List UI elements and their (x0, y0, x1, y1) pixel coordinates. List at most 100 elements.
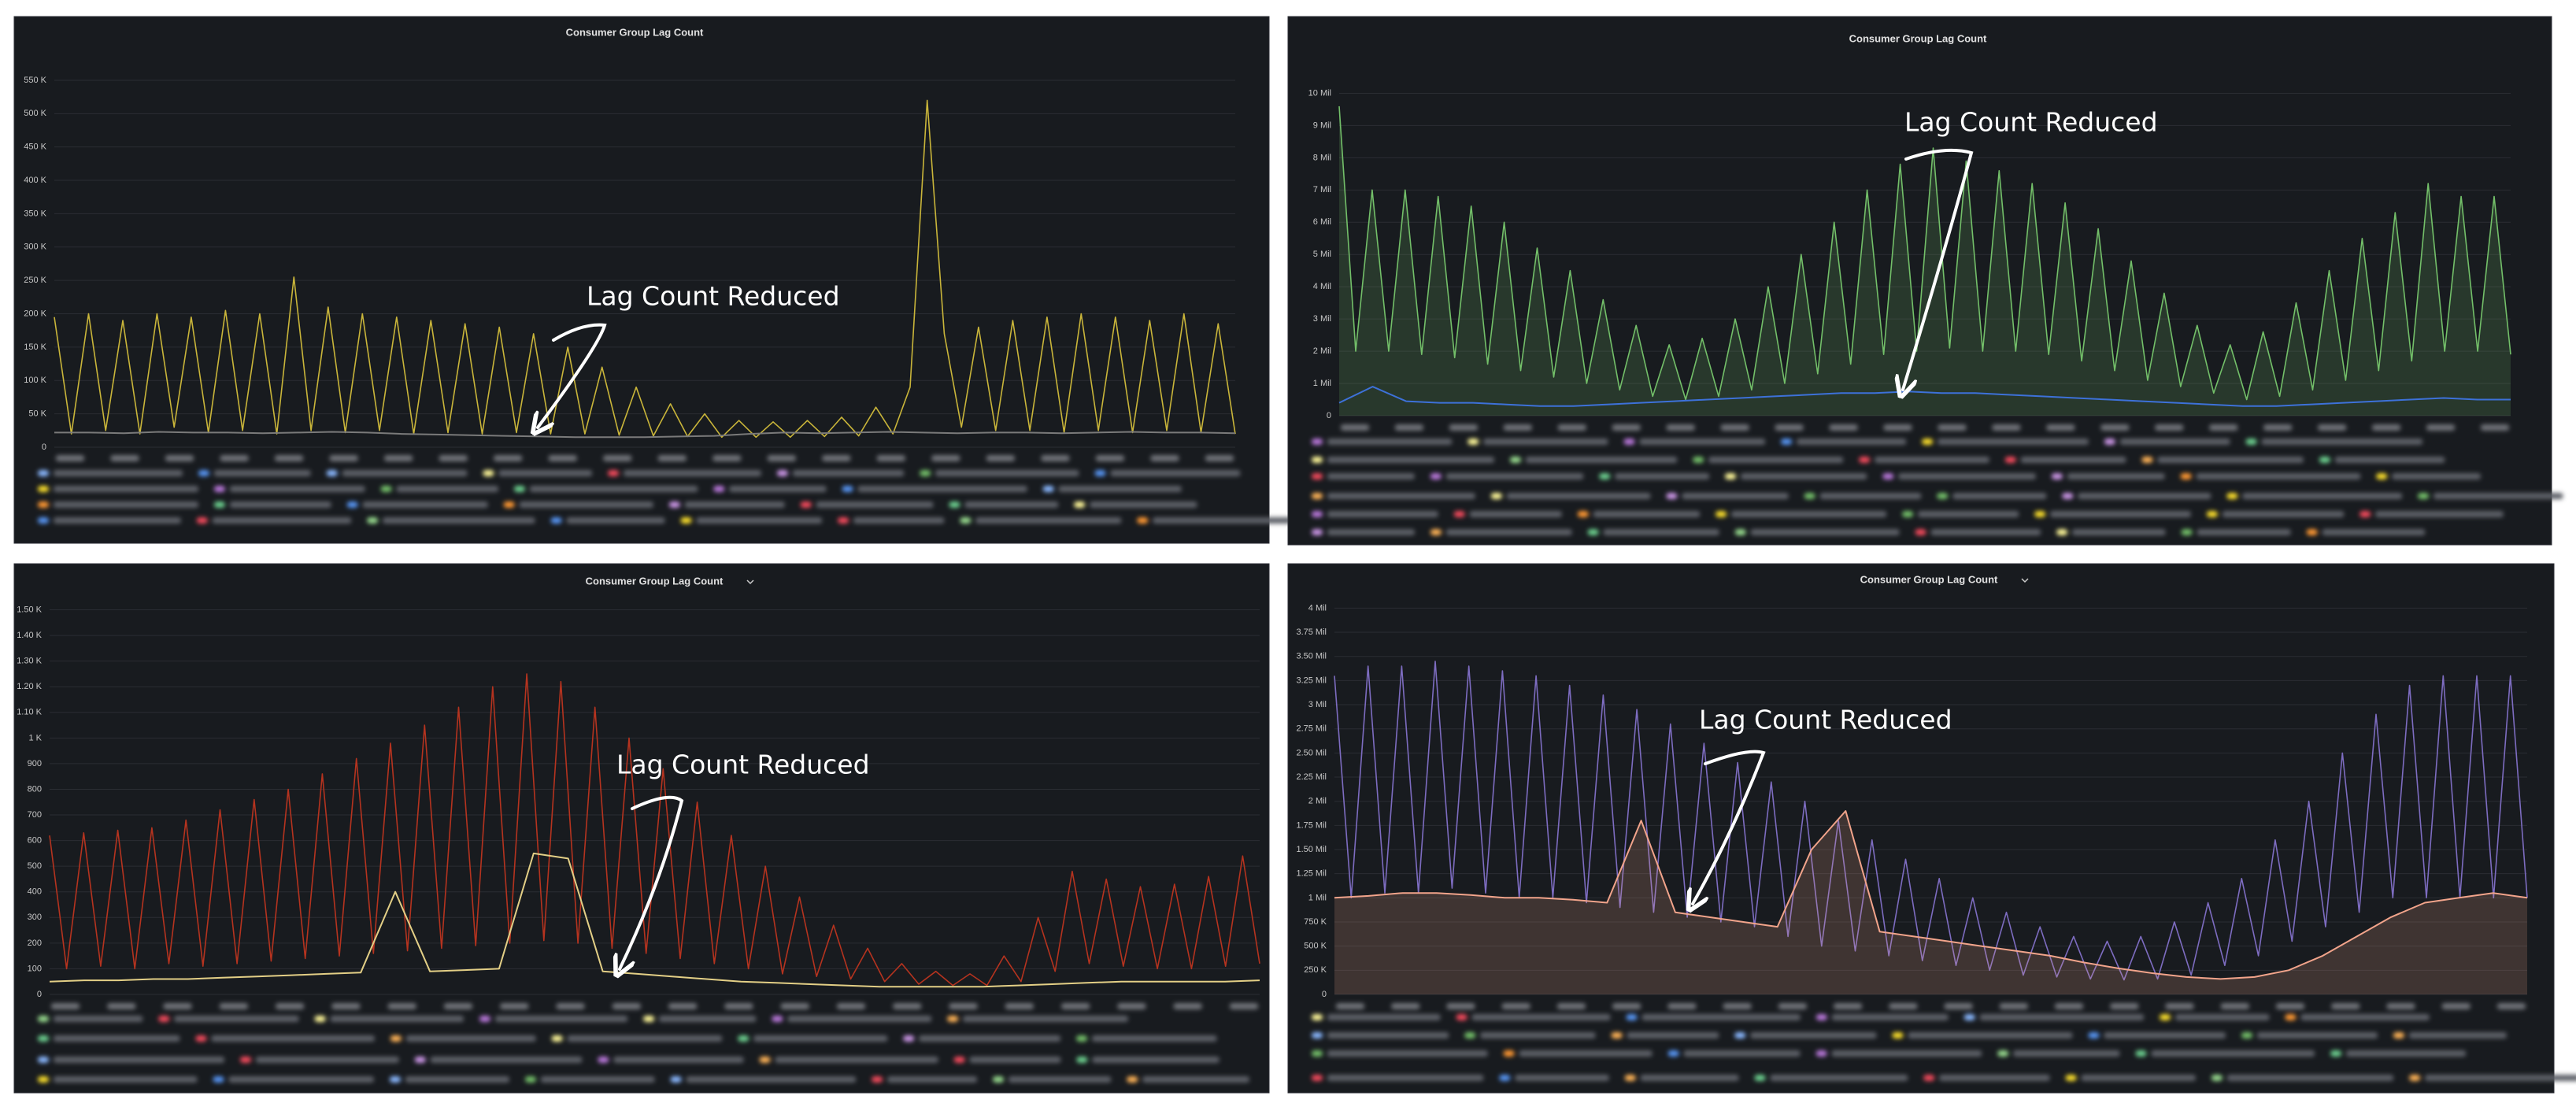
x-label-blur (1449, 424, 1478, 431)
legend-text-blur (498, 470, 593, 476)
legend-text-blur (2119, 439, 2230, 445)
y-tick-label: 800 (28, 784, 42, 794)
legend-swatch-blur (158, 1016, 170, 1022)
legend-swatch-blur (2359, 511, 2371, 517)
legend-swatch-blur (213, 1076, 224, 1083)
y-tick-label: 600 (28, 836, 42, 846)
legend-text-blur (1519, 1050, 1653, 1057)
y-tick-label: 2.75 Mil (1296, 724, 1327, 734)
x-label-blur (219, 1003, 248, 1009)
legend-swatch-blur (1623, 439, 1635, 445)
x-label-blur (1005, 1003, 1034, 1009)
legend-text-blur (613, 1057, 744, 1063)
legend-swatch-blur (1624, 1075, 1636, 1081)
x-label-blur (275, 455, 304, 461)
series-line (54, 99, 1236, 439)
legend-swatch-blur (1922, 439, 1934, 445)
legend-text-blur (1938, 439, 2089, 445)
legend-text-blur (2257, 1032, 2378, 1039)
legend-swatch-blur (1611, 1032, 1623, 1039)
legend-text-blur (566, 517, 665, 524)
panel-title: Consumer Group Lag Count (566, 26, 704, 38)
y-tick-label: 1 Mil (1308, 893, 1327, 902)
legend-text-blur (1930, 529, 2041, 535)
panel: Consumer Group Lag Count 0 100 200 300 400 500… (13, 563, 1270, 1094)
legend-text-blur (1831, 1050, 1982, 1057)
y-tick-label: 700 (28, 810, 42, 820)
legend-text-blur (1327, 511, 1438, 517)
legend-swatch-blur (680, 517, 692, 524)
legend-text-blur (2020, 457, 2126, 463)
y-tick-label: 3 Mil (1313, 314, 1331, 324)
legend-text-blur (1327, 1050, 1488, 1057)
legend-swatch-blur (1430, 473, 1442, 479)
legend-text-blur (54, 1076, 198, 1083)
x-label-blur (1336, 1003, 1364, 1009)
legend-text-blur (2013, 1050, 2120, 1057)
legend-swatch-blur (38, 1035, 49, 1042)
legend-text-blur (1908, 1032, 2073, 1039)
legend-text-blur (1471, 1014, 1611, 1020)
y-tick-label: 450 K (24, 143, 46, 152)
legend-text-blur (1875, 457, 1989, 463)
panel-title: Consumer Group Lag Count (1849, 32, 1987, 44)
legend-text-blur (1327, 1075, 1484, 1081)
panel-background (1287, 563, 2555, 1094)
legend-text-blur (1918, 511, 2019, 517)
y-tick-label: 500 K (1304, 942, 1327, 951)
legend-text-blur (2196, 473, 2361, 479)
legend-swatch-blur (2088, 1032, 2100, 1039)
legend-swatch-blur (670, 1076, 682, 1083)
legend-text-blur (1327, 529, 1415, 535)
legend-text-blur (2261, 439, 2423, 445)
y-tick-label: 1.30 K (17, 657, 42, 666)
legend-swatch-blur (314, 1016, 326, 1022)
y-tick-label: 0 (37, 990, 42, 999)
legend-text-blur (1819, 493, 1922, 499)
x-label-blur (876, 455, 905, 461)
legend-swatch-blur (2376, 473, 2388, 479)
x-label-blur (500, 1003, 529, 1009)
annotation: Lag Count Reduced (1699, 705, 1952, 735)
x-label-blur (2318, 424, 2347, 431)
legend-text-blur (684, 502, 785, 508)
legend-text-blur (964, 502, 1059, 508)
x-label-blur (56, 455, 84, 461)
x-label-blur (2481, 424, 2509, 431)
x-label-blur (837, 1003, 865, 1009)
x-label-blur (548, 455, 577, 461)
legend-text-blur (396, 486, 498, 492)
legend-swatch-blur (759, 1057, 771, 1063)
x-label-blur (439, 455, 468, 461)
legend-swatch-blur (1666, 493, 1678, 499)
legend-swatch-blur (947, 1016, 959, 1022)
x-label-blur (1230, 1003, 1258, 1009)
legend-swatch-blur (1599, 473, 1611, 479)
legend-text-blur (54, 1057, 225, 1063)
legend-text-blur (1525, 457, 1678, 463)
legend-text-blur (1639, 439, 1766, 445)
legend-swatch-blur (2051, 473, 2063, 479)
annotation: Lag Count Reduced (1904, 107, 2158, 138)
legend-swatch-blur (195, 1035, 207, 1042)
legend-text-blur (519, 502, 653, 508)
legend-swatch-blur (1137, 517, 1149, 524)
legend-swatch-blur (414, 1057, 426, 1063)
x-label-blur (494, 455, 523, 461)
legend-text-blur (2425, 1075, 2576, 1081)
legend-text-blur (2050, 511, 2191, 517)
legend-text-blur (1480, 1032, 1596, 1039)
legend-text-blur (212, 517, 352, 524)
legend-swatch-blur (326, 470, 338, 476)
x-label-blur (1173, 1003, 1202, 1009)
legend-text-blur (405, 1035, 536, 1042)
x-label-blur (2220, 1003, 2249, 1009)
title-menu-icon (746, 579, 754, 585)
legend-swatch-blur (2418, 493, 2430, 499)
legend-swatch-blur (38, 486, 49, 492)
legend-swatch-blur (1815, 1014, 1827, 1020)
y-tick-label: 2 Mil (1313, 346, 1331, 356)
x-label-blur (329, 455, 358, 461)
legend-text-blur (1750, 529, 1900, 535)
